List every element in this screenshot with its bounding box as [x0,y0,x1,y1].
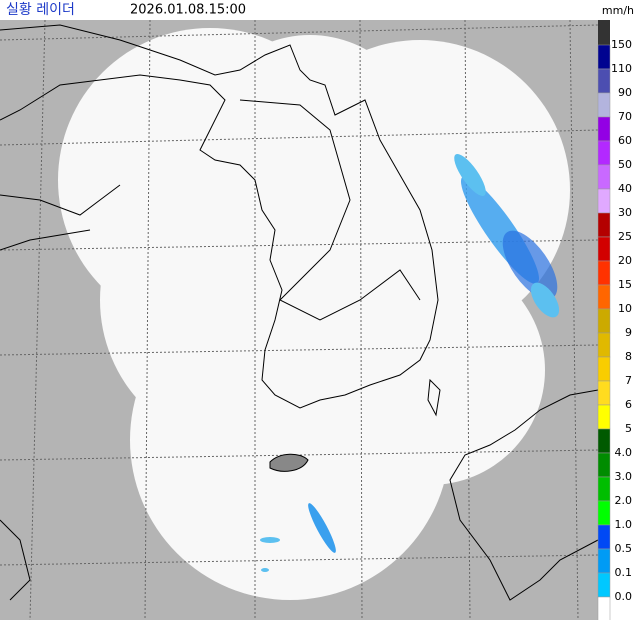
legend-swatch [597,308,611,334]
grid [0,19,599,620]
legend-swatch [597,44,611,70]
legend-swatch [597,500,611,526]
legend-swatch [597,356,611,382]
legend-swatch [597,476,611,502]
legend-swatch [597,596,611,620]
legend-swatch [597,140,611,166]
legend-label: 150 [611,38,632,51]
legend-label: 20 [618,254,632,267]
legend-swatch [597,428,611,454]
legend-label: 70 [618,110,632,123]
legend-swatch [597,68,611,94]
legend-label: 9 [625,326,632,339]
legend-label: 6 [625,398,632,411]
legend-label: 7 [625,374,632,387]
legend-top [598,20,610,45]
legend-label: 0.1 [615,566,633,579]
legend-swatch [597,380,611,406]
legend: 150 110 90 70 60 50 40 30 25 20 15 10 9 8 7 6 5 4.0 3.0 2.0… [597,20,633,620]
legend-label: 15 [618,278,632,291]
legend-label: 60 [618,134,632,147]
legend-label: 8 [625,350,632,363]
legend-swatch [597,260,611,286]
coastline [0,24,599,601]
legend-swatch [597,404,611,430]
legend-unit: mm/h [602,4,634,17]
legend-label: 50 [618,158,632,171]
legend-label: 40 [618,182,632,195]
legend-label: 2.0 [615,494,633,507]
legend-label: 0.0 [615,590,633,603]
legend-swatch [597,212,611,238]
legend-swatch [597,524,611,550]
header-bar [0,0,598,20]
legend-label: 110 [611,62,632,75]
legend-label: 25 [618,230,632,243]
legend-label: 5 [625,422,632,435]
legend-swatch [597,572,611,598]
legend-swatch [597,116,611,142]
legend-swatch [597,452,611,478]
coverage [58,28,570,600]
legend-label: 1.0 [615,518,633,531]
legend-label: 10 [618,302,632,315]
rain-echo [260,154,560,572]
legend-label: 3.0 [615,470,633,483]
legend-label: 0.5 [615,542,633,555]
legend-swatch [597,164,611,190]
legend-label: 90 [618,86,632,99]
legend-swatch [597,548,611,574]
legend-swatch [597,92,611,118]
title: 실황 레이더 [6,2,75,18]
legend-swatch [597,284,611,310]
timestamp: 2026.01.08.15:00 [130,3,246,18]
legend-swatch [597,236,611,262]
legend-label: 4.0 [615,446,633,459]
legend-label: 30 [618,206,632,219]
legend-swatch [597,332,611,358]
legend-swatch [597,188,611,214]
